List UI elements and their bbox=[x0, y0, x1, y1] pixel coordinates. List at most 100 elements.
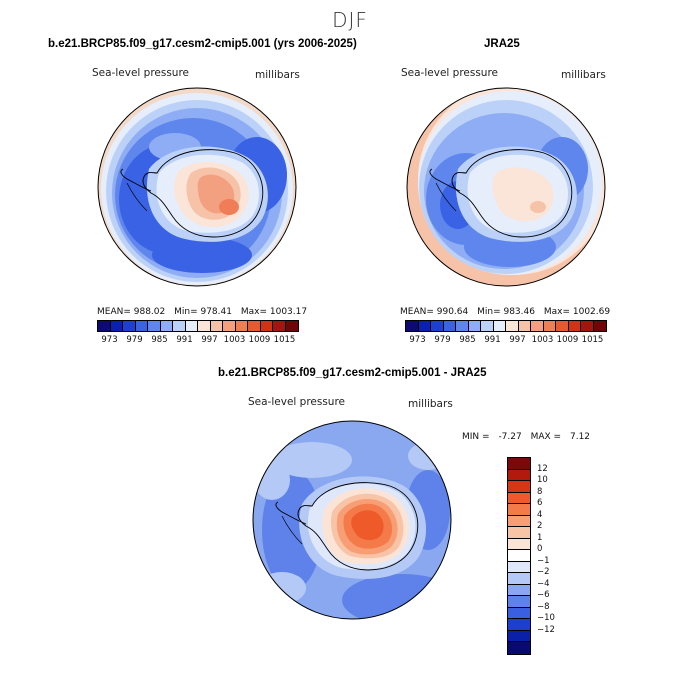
colorbar-swatch bbox=[273, 321, 286, 331]
colorbar-swatch bbox=[508, 515, 530, 527]
colorbar-swatch bbox=[556, 321, 569, 331]
obs-units-label: millibars bbox=[561, 69, 606, 81]
colorbar-swatch bbox=[508, 561, 530, 573]
colorbar-tick-label: 973 bbox=[101, 335, 118, 345]
model-colorbar-ticks: 973 979 985 991 997 1003 1009 1015 bbox=[97, 335, 297, 347]
colorbar-tick-label: −8 bbox=[537, 601, 550, 612]
colorbar-swatch bbox=[260, 321, 273, 331]
colorbar-tick-label: 6 bbox=[537, 498, 543, 508]
colorbar-tick-label: 997 bbox=[201, 335, 218, 345]
colorbar-swatch bbox=[508, 458, 530, 470]
colorbar-swatch bbox=[508, 607, 530, 619]
colorbar-tick-label: 979 bbox=[434, 335, 451, 345]
colorbar-swatch bbox=[508, 538, 530, 550]
colorbar-swatch bbox=[98, 321, 111, 331]
colorbar-swatch bbox=[568, 321, 581, 331]
colorbar-tick-label: −10 bbox=[537, 613, 555, 623]
colorbar-swatch bbox=[593, 321, 606, 331]
colorbar-swatch bbox=[508, 619, 530, 631]
colorbar-swatch bbox=[418, 321, 431, 331]
colorbar-tick-label: 1015 bbox=[581, 335, 604, 345]
colorbar-swatch bbox=[508, 584, 530, 596]
season-title: DJF bbox=[332, 8, 368, 32]
colorbar-swatch bbox=[223, 321, 236, 331]
colorbar-tick-label: 1009 bbox=[248, 335, 271, 345]
colorbar-swatch bbox=[235, 321, 248, 331]
colorbar-tick-label: −12 bbox=[537, 624, 555, 635]
diff-variable-label: Sea-level pressure bbox=[248, 396, 346, 408]
colorbar-tick-label: 2 bbox=[537, 521, 543, 531]
diff-max-label: MAX = bbox=[530, 432, 562, 442]
colorbar-swatch bbox=[508, 492, 530, 504]
obs-stats: MEAN= 990.64 Min= 983.46 Max= 1002.69 bbox=[400, 307, 610, 317]
colorbar-tick-label: 985 bbox=[151, 335, 168, 345]
colorbar-swatch bbox=[531, 321, 544, 331]
colorbar-swatch bbox=[468, 321, 481, 331]
colorbar-tick-label: 991 bbox=[484, 335, 501, 345]
colorbar-tick-label: 979 bbox=[126, 335, 143, 345]
colorbar-swatch bbox=[508, 630, 530, 642]
colorbar-tick-label: 1003 bbox=[223, 335, 246, 345]
colorbar-swatch bbox=[508, 596, 530, 608]
model-colorbar bbox=[97, 320, 299, 332]
colorbar-swatch bbox=[508, 481, 530, 493]
diff-max-value: 7.12 bbox=[569, 432, 591, 442]
model-max: Max= 1003.17 bbox=[240, 307, 308, 317]
colorbar-swatch bbox=[508, 504, 530, 516]
colorbar-swatch bbox=[110, 321, 123, 331]
colorbar-swatch bbox=[160, 321, 173, 331]
diff-polar-map bbox=[252, 420, 452, 620]
colorbar-swatch bbox=[198, 321, 211, 331]
colorbar-tick-label: 985 bbox=[459, 335, 476, 345]
colorbar-swatch bbox=[185, 321, 198, 331]
colorbar-tick-label: 8 bbox=[537, 486, 543, 497]
colorbar-tick-label: 1 bbox=[537, 532, 543, 543]
diff-colorbar-ticks: 12 10 8 6 4 2 1 0 −1 −2 −4 −6 −8 −10 −12 bbox=[537, 457, 567, 654]
colorbar-tick-label: 973 bbox=[409, 335, 426, 345]
obs-mean: MEAN= 990.64 bbox=[400, 307, 469, 317]
colorbar-swatch bbox=[508, 469, 530, 481]
colorbar-tick-label: 10 bbox=[537, 475, 548, 485]
obs-min: Min= 983.46 bbox=[477, 307, 535, 317]
obs-variable-label: Sea-level pressure bbox=[401, 67, 499, 79]
colorbar-swatch bbox=[581, 321, 594, 331]
colorbar-tick-label: 4 bbox=[537, 509, 543, 520]
diff-stats: MIN = -7.27 MAX = 7.12 bbox=[462, 432, 590, 442]
model-variable-label: Sea-level pressure bbox=[92, 67, 190, 79]
model-mean: MEAN= 988.02 bbox=[97, 307, 166, 317]
colorbar-swatch bbox=[508, 642, 530, 654]
obs-colorbar bbox=[405, 320, 607, 332]
colorbar-swatch bbox=[123, 321, 136, 331]
colorbar-swatch bbox=[431, 321, 444, 331]
colorbar-swatch bbox=[406, 321, 419, 331]
model-min: Min= 978.41 bbox=[174, 307, 232, 317]
colorbar-swatch bbox=[173, 321, 186, 331]
colorbar-swatch bbox=[135, 321, 148, 331]
obs-polar-map bbox=[406, 87, 606, 287]
colorbar-tick-label: 1015 bbox=[273, 335, 296, 345]
colorbar-swatch bbox=[493, 321, 506, 331]
colorbar-swatch bbox=[508, 527, 530, 539]
colorbar-swatch bbox=[443, 321, 456, 331]
model-panel-title: b.e21.BRCP85.f09_g17.cesm2-cmip5.001 (yr… bbox=[48, 38, 357, 50]
colorbar-swatch bbox=[481, 321, 494, 331]
model-polar-map bbox=[97, 87, 297, 287]
model-stats: MEAN= 988.02 Min= 978.41 Max= 1003.17 bbox=[97, 307, 307, 317]
obs-colorbar-ticks: 973 979 985 991 997 1003 1009 1015 bbox=[405, 335, 605, 347]
colorbar-swatch bbox=[518, 321, 531, 331]
colorbar-tick-label: 0 bbox=[537, 544, 543, 554]
colorbar-tick-label: −1 bbox=[537, 555, 550, 566]
colorbar-swatch bbox=[248, 321, 261, 331]
colorbar-tick-label: 991 bbox=[176, 335, 193, 345]
colorbar-tick-label: 997 bbox=[509, 335, 526, 345]
colorbar-tick-label: 12 bbox=[537, 463, 548, 474]
diff-units-label: millibars bbox=[408, 398, 453, 410]
diff-min-label: MIN = bbox=[462, 432, 490, 442]
colorbar-tick-label: 1003 bbox=[531, 335, 554, 345]
obs-max: Max= 1002.69 bbox=[543, 307, 611, 317]
colorbar-swatch bbox=[210, 321, 223, 331]
colorbar-swatch bbox=[543, 321, 556, 331]
colorbar-tick-label: −4 bbox=[537, 578, 550, 589]
colorbar-tick-label: −6 bbox=[537, 590, 550, 600]
